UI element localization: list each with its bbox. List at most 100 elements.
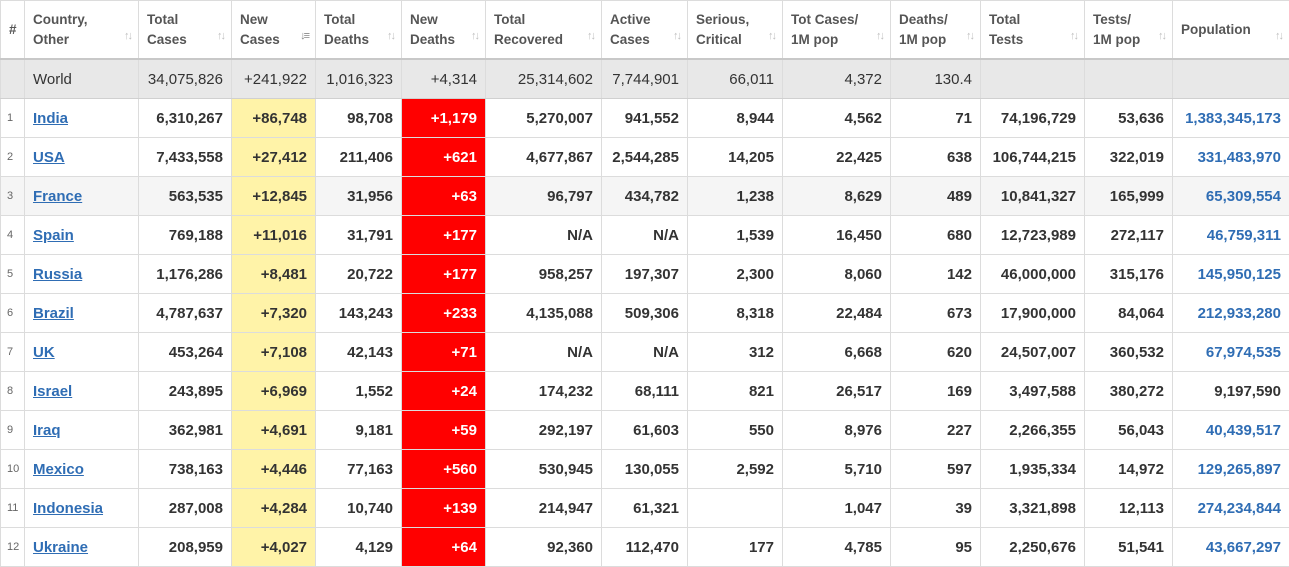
cell-active-cases: 130,055 <box>602 450 688 489</box>
cell-total-tests: 1,935,334 <box>981 450 1085 489</box>
cell-population[interactable]: 9,197,590 <box>1173 372 1289 411</box>
cell-serious-critical: 8,318 <box>688 294 783 333</box>
column-header-tests-per-1m[interactable]: Tests/1M pop↑↓ <box>1085 1 1173 60</box>
cell-cases-per-1m: 16,450 <box>783 216 891 255</box>
cell-cases-per-1m: 4,785 <box>783 528 891 567</box>
sort-arrows-icon[interactable]: ↑↓ <box>673 30 680 42</box>
country-link[interactable]: Spain <box>33 227 74 244</box>
cell-serious-critical: 8,944 <box>688 99 783 138</box>
country-link[interactable]: Israel <box>33 383 72 400</box>
cell-total-recovered: 25,314,602 <box>486 59 602 99</box>
cell-population[interactable]: 46,759,311 <box>1173 216 1289 255</box>
country-link[interactable]: Ukraine <box>33 539 88 556</box>
cell-population[interactable]: 274,234,844 <box>1173 489 1289 528</box>
country-link[interactable]: UK <box>33 344 55 361</box>
cell-new-deaths: +233 <box>402 294 486 333</box>
country-link[interactable]: Mexico <box>33 461 84 478</box>
cell-total-cases: 563,535 <box>139 177 232 216</box>
sort-arrows-icon[interactable]: ↑↓ <box>768 30 775 42</box>
cell-population[interactable]: 1,383,345,173 <box>1173 99 1289 138</box>
sort-arrows-icon[interactable]: ↑↓ <box>587 30 594 42</box>
cell-population[interactable]: 145,950,125 <box>1173 255 1289 294</box>
cell-new-deaths: +71 <box>402 333 486 372</box>
cell-serious-critical: 2,300 <box>688 255 783 294</box>
cell-total-cases: 362,981 <box>139 411 232 450</box>
cell-total-recovered: 958,257 <box>486 255 602 294</box>
cell-population[interactable]: 331,483,970 <box>1173 138 1289 177</box>
cell-population[interactable]: 67,974,535 <box>1173 333 1289 372</box>
column-header-cases-per-1m[interactable]: Tot Cases/1M pop↑↓ <box>783 1 891 60</box>
cell-total-cases: 6,310,267 <box>139 99 232 138</box>
cell-serious-critical: 1,238 <box>688 177 783 216</box>
cell-total-cases: 769,188 <box>139 216 232 255</box>
country-link[interactable]: Iraq <box>33 422 61 439</box>
sort-arrows-icon[interactable]: ↑↓ <box>1070 30 1077 42</box>
cell-population[interactable]: 65,309,554 <box>1173 177 1289 216</box>
cell-new-cases: +4,284 <box>232 489 316 528</box>
column-header-num[interactable]: # <box>1 1 25 60</box>
cell-serious-critical: 66,011 <box>688 59 783 99</box>
column-header-line1: New <box>410 10 477 30</box>
cell-active-cases: 68,111 <box>602 372 688 411</box>
country-link[interactable]: Russia <box>33 266 82 283</box>
sort-arrows-icon[interactable]: ↑↓ <box>1158 30 1165 42</box>
column-header-country[interactable]: Country,Other↑↓ <box>25 1 139 60</box>
column-header-line1: Tot Cases/ <box>791 10 882 30</box>
cell-total-tests: 74,196,729 <box>981 99 1085 138</box>
cell-deaths-per-1m: 71 <box>891 99 981 138</box>
cell-population[interactable]: 43,667,297 <box>1173 528 1289 567</box>
cell-new-cases: +11,016 <box>232 216 316 255</box>
country-link[interactable]: Brazil <box>33 305 74 322</box>
sort-arrows-icon[interactable]: ↑↓ <box>471 30 478 42</box>
cell-total-deaths: 98,708 <box>316 99 402 138</box>
column-header-line1: Country, <box>33 10 130 30</box>
cell-new-deaths: +621 <box>402 138 486 177</box>
sort-arrows-icon[interactable]: ↑↓ <box>387 30 394 42</box>
cell-population[interactable]: 40,439,517 <box>1173 411 1289 450</box>
cell-total-deaths: 211,406 <box>316 138 402 177</box>
cell-tests-per-1m: 56,043 <box>1085 411 1173 450</box>
row-number: 12 <box>1 528 25 567</box>
country-cell: UK <box>25 333 139 372</box>
column-header-population[interactable]: Population↑↓ <box>1173 1 1289 60</box>
cell-tests-per-1m <box>1085 59 1173 99</box>
cell-total-recovered: 4,677,867 <box>486 138 602 177</box>
column-header-line1: # <box>9 20 16 40</box>
country-link[interactable]: India <box>33 110 68 127</box>
sort-arrows-icon[interactable]: ↑↓ <box>1275 30 1282 42</box>
country-link[interactable]: France <box>33 188 82 205</box>
sort-arrows-icon[interactable]: ↑↓ <box>217 30 224 42</box>
country-link[interactable]: USA <box>33 149 65 166</box>
column-header-line2: Cases <box>240 30 307 50</box>
column-header-serious-critical[interactable]: Serious,Critical↑↓ <box>688 1 783 60</box>
column-header-deaths-per-1m[interactable]: Deaths/1M pop↑↓ <box>891 1 981 60</box>
cell-total-recovered: N/A <box>486 333 602 372</box>
cell-total-tests: 10,841,327 <box>981 177 1085 216</box>
cell-total-tests: 12,723,989 <box>981 216 1085 255</box>
sort-arrows-icon[interactable]: ↑↓ <box>124 30 131 42</box>
column-header-line2: 1M pop <box>791 30 882 50</box>
country-link[interactable]: Indonesia <box>33 500 103 517</box>
sort-desc-icon[interactable]: ↓≡ <box>300 30 308 42</box>
cell-serious-critical: 2,592 <box>688 450 783 489</box>
cell-total-cases: 287,008 <box>139 489 232 528</box>
cell-population[interactable]: 129,265,897 <box>1173 450 1289 489</box>
cell-active-cases: 61,321 <box>602 489 688 528</box>
cell-total-recovered: 4,135,088 <box>486 294 602 333</box>
column-header-line2: 1M pop <box>899 30 972 50</box>
cell-population[interactable]: 212,933,280 <box>1173 294 1289 333</box>
sort-arrows-icon[interactable]: ↑↓ <box>876 30 883 42</box>
sort-arrows-icon[interactable]: ↑↓ <box>966 30 973 42</box>
